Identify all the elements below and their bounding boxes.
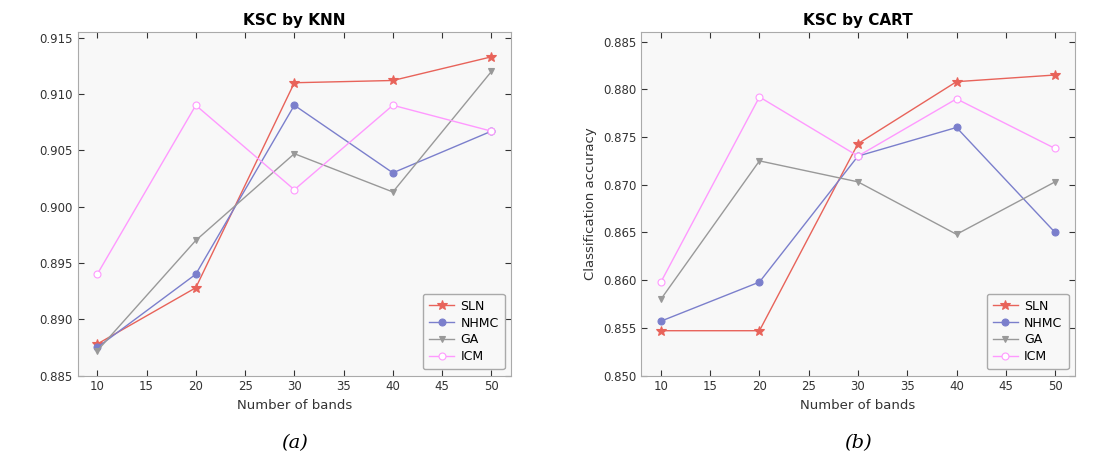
Line: NHMC: NHMC: [94, 102, 495, 351]
ICM: [851, 153, 864, 159]
ICM: [1048, 146, 1061, 151]
SLN: [752, 328, 766, 333]
NHMC: [950, 125, 963, 130]
Title: KSC by CART: KSC by CART: [803, 13, 913, 28]
GA: [485, 69, 499, 74]
ICM: [485, 128, 499, 134]
SLN: [189, 285, 203, 290]
NHMC: [91, 345, 104, 350]
SLN: [485, 54, 499, 60]
ICM: [288, 187, 301, 192]
ICM: [950, 96, 963, 102]
Line: SLN: SLN: [92, 52, 496, 349]
Line: NHMC: NHMC: [657, 124, 1058, 325]
Line: ICM: ICM: [94, 102, 495, 278]
ICM: [91, 272, 104, 277]
NHMC: [189, 272, 203, 277]
GA: [288, 151, 301, 157]
GA: [851, 179, 864, 185]
Line: GA: GA: [94, 68, 495, 354]
Legend: SLN, NHMC, GA, ICM: SLN, NHMC, GA, ICM: [986, 294, 1068, 369]
Line: ICM: ICM: [657, 93, 1058, 285]
SLN: [288, 80, 301, 86]
ICM: [189, 103, 203, 108]
SLN: [654, 328, 667, 333]
GA: [387, 189, 400, 195]
Y-axis label: Classification accuracy: Classification accuracy: [584, 127, 597, 280]
X-axis label: Number of bands: Number of bands: [800, 399, 915, 412]
GA: [950, 232, 963, 237]
NHMC: [851, 153, 864, 159]
Text: (b): (b): [844, 434, 872, 452]
SLN: [1048, 72, 1061, 78]
NHMC: [387, 170, 400, 175]
NHMC: [752, 279, 766, 285]
Title: KSC by KNN: KSC by KNN: [243, 13, 346, 28]
Text: (a): (a): [281, 434, 308, 452]
NHMC: [654, 318, 667, 324]
SLN: [950, 79, 963, 84]
NHMC: [485, 128, 499, 134]
SLN: [851, 141, 864, 147]
SLN: [91, 341, 104, 347]
NHMC: [1048, 229, 1061, 235]
NHMC: [288, 103, 301, 108]
ICM: [752, 94, 766, 100]
GA: [189, 238, 203, 243]
GA: [654, 296, 667, 302]
SLN: [387, 78, 400, 83]
Legend: SLN, NHMC, GA, ICM: SLN, NHMC, GA, ICM: [423, 294, 505, 369]
ICM: [387, 103, 400, 108]
X-axis label: Number of bands: Number of bands: [237, 399, 352, 412]
GA: [752, 158, 766, 164]
ICM: [654, 279, 667, 285]
GA: [91, 348, 104, 354]
GA: [1048, 179, 1061, 185]
Line: GA: GA: [657, 158, 1058, 303]
Line: SLN: SLN: [656, 70, 1060, 336]
